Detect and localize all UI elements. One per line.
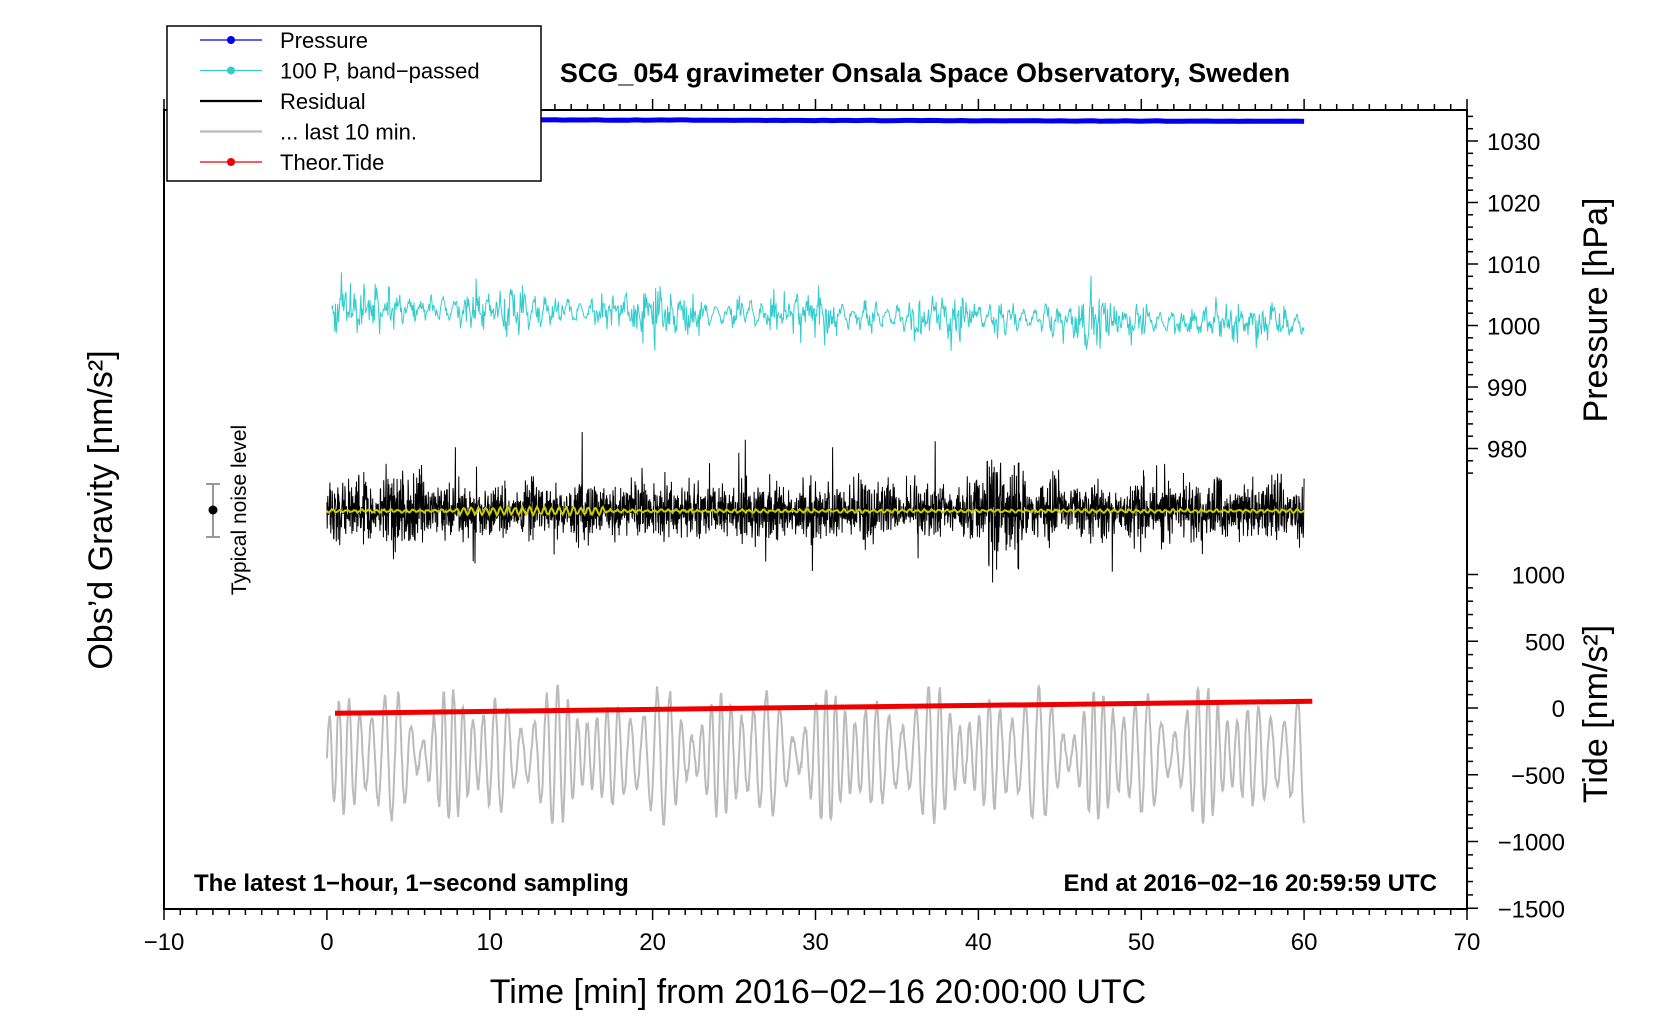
series-pressure-band-passed xyxy=(331,272,1305,351)
legend-label: Pressure xyxy=(280,28,368,53)
legend-label: Residual xyxy=(280,89,366,114)
note-left: The latest 1−hour, 1−second sampling xyxy=(194,870,629,897)
x-tick-label: 50 xyxy=(1128,929,1155,956)
series-residual xyxy=(326,431,1305,583)
legend-marker xyxy=(227,66,235,75)
tide-tick-label: 1000 xyxy=(1512,563,1565,590)
x-tick-label: 40 xyxy=(965,929,992,956)
x-axis-title: Time [min] from 2016−02−16 20:00:00 UTC xyxy=(490,973,1146,1011)
x-tick-label: 70 xyxy=(1454,929,1481,956)
legend-marker xyxy=(227,36,235,44)
x-tick-labels: −10 0 10 20 30 40 50 60 70 xyxy=(144,929,1481,956)
tide-tick-label: −500 xyxy=(1511,763,1565,790)
tide-tick-labels: 1000 500 0 −500 −1000 −1500 xyxy=(1498,563,1565,924)
series-theoretical-tide xyxy=(334,698,1313,716)
x-tick-label: 60 xyxy=(1291,929,1318,956)
legend-item: ... last 10 min. xyxy=(200,120,417,145)
y-axis-title-left: Obs’d Gravity [nm/s²] xyxy=(82,350,120,669)
legend-label: ... last 10 min. xyxy=(280,120,417,145)
pressure-tick-label: 1000 xyxy=(1487,314,1540,341)
legend-item: 100 P, band−passed xyxy=(200,59,480,84)
x-tick-label: 0 xyxy=(320,929,333,956)
legend-item: Residual xyxy=(200,89,366,114)
legend-item: Pressure xyxy=(200,28,368,53)
pressure-tick-label: 1010 xyxy=(1487,252,1540,279)
tide-tick-label: −1500 xyxy=(1498,896,1565,923)
tide-tick-label: 0 xyxy=(1552,696,1565,723)
legend-box xyxy=(166,25,542,182)
legend-label: Theor.Tide xyxy=(280,150,384,175)
pressure-tick-label: 1020 xyxy=(1487,191,1540,218)
tide-tick-label: −1000 xyxy=(1498,830,1565,857)
y-axis-title-tide: Tide [nm/s²] xyxy=(1577,625,1615,803)
x-tick-label: 20 xyxy=(639,929,666,956)
pressure-tick-label: 980 xyxy=(1487,437,1527,464)
chart-title: SCG_054 gravimeter Onsala Space Observat… xyxy=(560,58,1290,88)
axis-ticks xyxy=(163,99,1478,920)
legend-item: Theor.Tide xyxy=(200,150,384,175)
noise-level-label: Typical noise level xyxy=(228,425,251,595)
pressure-tick-labels: 1030 1020 1010 1000 990 980 xyxy=(1487,129,1540,464)
noise-level-marker xyxy=(206,483,220,538)
tide-tick-label: 500 xyxy=(1525,629,1565,656)
pressure-tick-label: 990 xyxy=(1487,375,1527,402)
pressure-tick-label: 1030 xyxy=(1487,129,1540,156)
series-residual-smoothed xyxy=(326,504,1305,518)
x-tick-label: 10 xyxy=(476,929,503,956)
legend-marker xyxy=(227,158,235,166)
x-tick-label: −10 xyxy=(144,929,185,956)
y-axis-title-pressure: Pressure [hPa] xyxy=(1577,198,1615,423)
note-right: End at 2016−02−16 20:59:59 UTC xyxy=(1063,870,1437,897)
legend: Pressure 100 P, band−passed Residual ... la… xyxy=(166,25,542,182)
x-tick-label: 30 xyxy=(802,929,829,956)
legend-label: 100 P, band−passed xyxy=(280,59,480,84)
